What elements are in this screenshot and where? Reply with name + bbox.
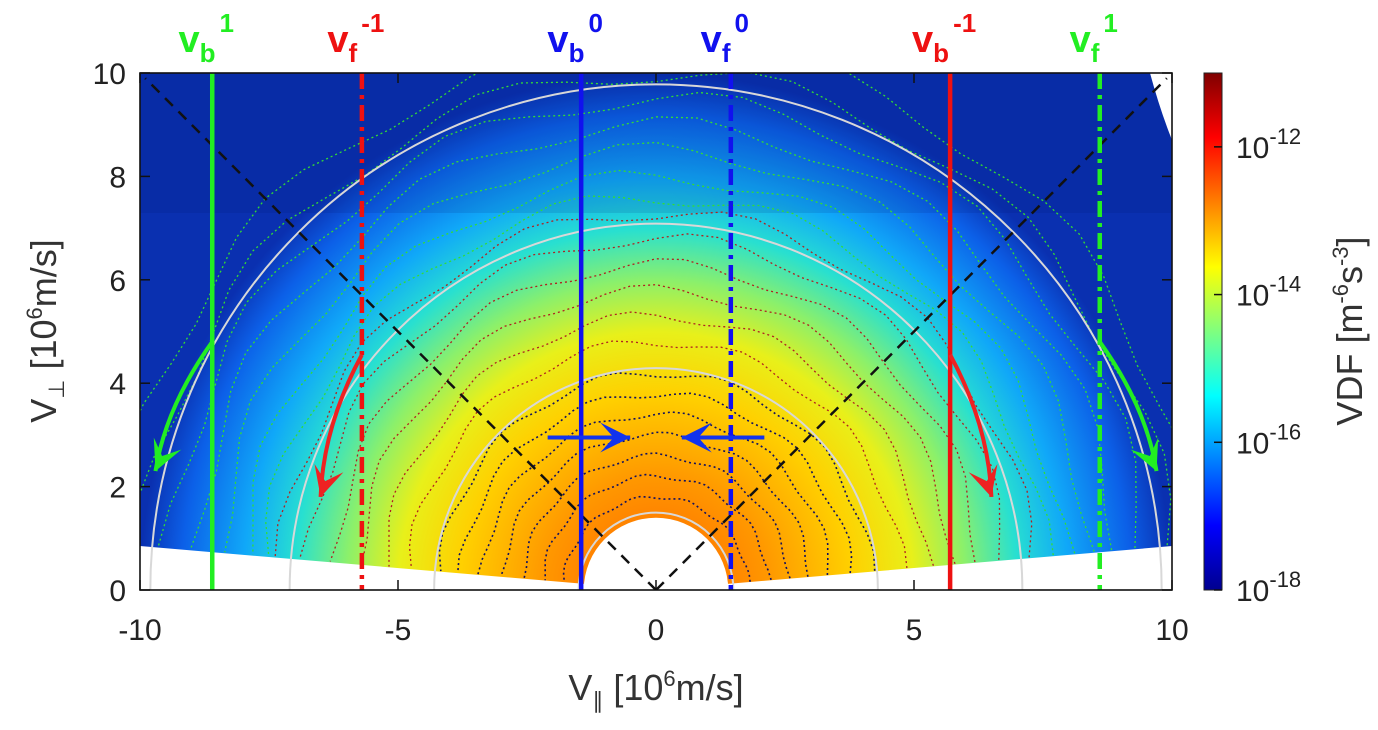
contour-red	[408, 340, 908, 569]
contour-green	[224, 141, 1095, 553]
contour-red	[388, 311, 935, 567]
resonance-label: vb1	[178, 8, 234, 68]
x-tick-label: 0	[648, 614, 665, 647]
contour-green	[140, 73, 1172, 430]
y-tick-label: 0	[109, 575, 126, 608]
x-axis-label: V∥ [106m/s]	[568, 666, 743, 713]
vdf-corner-shade	[140, 73, 1172, 213]
contour-darkblue	[562, 495, 751, 583]
y-tick-label: 8	[109, 161, 126, 194]
colorbar-ticks: 10-12 10-14 10-16 10-18	[1214, 124, 1301, 608]
resonance-label: vf-1	[327, 8, 384, 68]
resonance-label: vf0	[701, 8, 749, 68]
contour-green	[252, 169, 1076, 555]
contour-darkblue	[523, 452, 791, 579]
contour-red	[299, 233, 1001, 560]
x-tick-label: -10	[118, 614, 161, 647]
vdf-contours	[140, 73, 1172, 583]
resonance-label: vb-1	[912, 8, 976, 68]
arrow-head	[1130, 437, 1159, 472]
pitch-angle-cone	[144, 77, 1168, 590]
energy-circle	[577, 511, 735, 590]
contour-darkblue	[544, 473, 772, 581]
resonance-label: vb0	[547, 8, 603, 68]
contour-darkblue	[457, 392, 853, 574]
contour-green	[265, 195, 1054, 557]
colorbar-tick-label: 10-18	[1236, 567, 1301, 608]
x-tick-label: 5	[906, 614, 923, 647]
low-energy-hole	[583, 517, 729, 590]
y-tick-label: 2	[109, 472, 126, 505]
arrow-head	[314, 463, 344, 497]
contour-green	[157, 91, 1137, 549]
resonance-label: vf1	[1070, 8, 1118, 68]
y-tick-label: 4	[109, 368, 126, 401]
arrow-head	[153, 437, 182, 472]
cone-line	[144, 77, 657, 590]
instrument-blind-region	[140, 546, 1172, 590]
resonance-lines	[209, 73, 1103, 590]
contour-darkblue	[438, 372, 876, 572]
arrow-head	[681, 422, 712, 453]
plot-area	[140, 73, 1172, 590]
resonance-labels: vb1 vf-1 vb0 vf0 vb-1 vf1	[178, 8, 1117, 68]
colorbar-tick-label: 10-14	[1236, 272, 1301, 313]
cone-line	[655, 77, 1168, 590]
x-axis-ticks: -10 -5 0 5 10	[118, 73, 1189, 647]
arrow-head	[968, 463, 998, 497]
colorbar-label: VDF [m-6s-3]	[1328, 236, 1370, 425]
y-axis-ticks: 0 2 4 6 8 10	[93, 58, 1172, 608]
colorbar-tick-label: 10-16	[1236, 419, 1301, 460]
energy-circle	[433, 367, 879, 590]
colorbar	[1203, 72, 1223, 591]
x-tick-label: 10	[1155, 614, 1188, 647]
y-tick-label: 6	[109, 265, 126, 298]
contour-green	[189, 116, 1113, 551]
arrow-head	[600, 422, 631, 453]
diffusion-arrows	[153, 340, 1159, 498]
colorbar-tick-label: 10-12	[1236, 124, 1301, 165]
y-tick-label: 10	[93, 58, 126, 91]
y-axis-label: V⊥ [106m/s]	[22, 239, 69, 422]
x-tick-label: -5	[385, 614, 412, 647]
